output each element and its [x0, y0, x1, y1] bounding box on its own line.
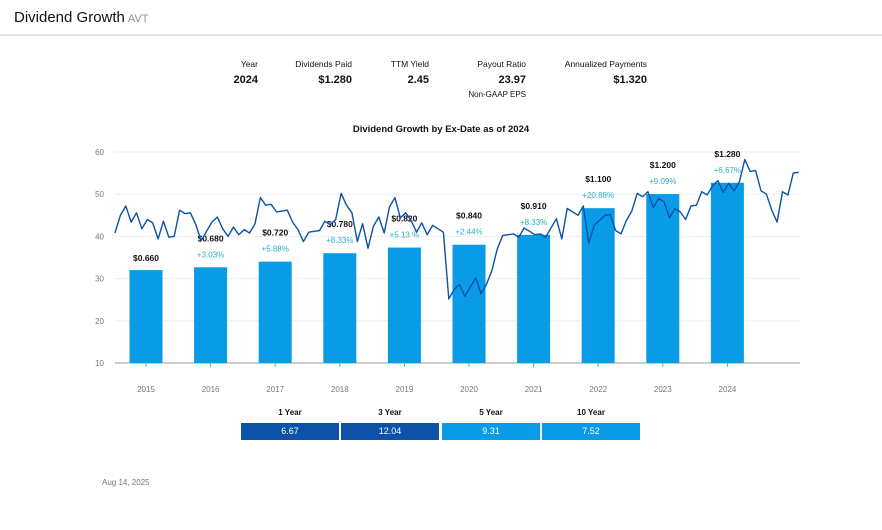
bar-growth-label: +5.13 %	[390, 231, 420, 240]
period-header-5y: 5 Year	[479, 408, 503, 417]
bar-value-label: $0.780	[327, 219, 353, 229]
bar-value-label: $0.910	[521, 201, 547, 211]
bar-growth-label: +2.44%	[455, 228, 482, 237]
y-tick-label: 10	[95, 359, 104, 368]
stat-label: Year	[240, 59, 258, 69]
y-tick-label: 50	[95, 190, 104, 199]
chart-title: Dividend Growth by Ex-Date as of 2024	[352, 124, 530, 135]
bar-growth-label: +6.67%	[714, 166, 741, 175]
stat-dividends-paid: Dividends Paid $1.280	[295, 59, 352, 86]
bar-2024	[710, 182, 744, 363]
bar-2021	[517, 234, 551, 363]
bar-value-label: $0.660	[133, 253, 159, 263]
stat-ttm-yield: TTM Yield 2.45	[391, 59, 429, 86]
x-tick-label: 2020	[460, 385, 478, 394]
stat-label: TTM Yield	[390, 59, 429, 69]
bar-value-label: $1.100	[585, 174, 611, 184]
bar-value-label: $1.280	[714, 149, 740, 159]
bar-value-label: $1.200	[650, 160, 676, 170]
x-tick-label: 2015	[137, 385, 155, 394]
bar-2018	[323, 253, 357, 363]
x-tick-label: 2022	[589, 385, 607, 394]
stat-payout-ratio: Payout Ratio 23.97 Non-GAAP EPS	[468, 59, 526, 99]
as-of-date: Aug 14, 2025	[102, 478, 150, 487]
stat-label: Payout Ratio	[477, 59, 526, 69]
y-tick-label: 60	[95, 148, 104, 157]
dividend-chart: 10 20 30 40 50 60 2015 $0.660 2016 $0.680 +3.03% 20…	[95, 148, 800, 394]
bar-2020	[452, 244, 486, 363]
period-value-10y: 7.52	[542, 423, 640, 440]
bar-growth-label: +9.09%	[649, 177, 676, 186]
stat-label: Dividends Paid	[295, 59, 352, 69]
page-title: Dividend Growth AVT	[14, 9, 148, 26]
period-header-1y: 1 Year	[278, 408, 302, 417]
x-tick-label: 2017	[266, 385, 284, 394]
bar-2017	[258, 261, 292, 363]
y-tick-label: 30	[95, 275, 104, 284]
stat-year: Year 2024	[234, 59, 258, 86]
bar-2016	[194, 267, 228, 363]
stat-label: Annualized Payments	[564, 59, 647, 69]
y-tick-label: 20	[95, 317, 104, 326]
bar-2015	[129, 270, 163, 363]
bar-growth-label: +20.88%	[582, 191, 614, 200]
bar-growth-label: +5.88%	[262, 245, 289, 254]
stat-value: 2024	[233, 74, 258, 86]
x-tick-label: 2021	[525, 385, 543, 394]
x-tick-label: 2016	[202, 385, 220, 394]
stat-annualized-payments: Annualized Payments $1.320	[565, 59, 647, 86]
ticker: AVT	[127, 13, 149, 25]
bar-value-label: $0.680	[198, 233, 224, 243]
bar-2019	[387, 247, 421, 363]
stat-value: 2.45	[407, 74, 429, 86]
bar-growth-label: +8.33%	[520, 218, 547, 227]
bar-growth-label: +8.33%	[326, 236, 353, 245]
stat-value: 23.97	[498, 74, 526, 86]
period-header-3y: 3 Year	[378, 408, 402, 417]
title-text: Dividend Growth	[14, 9, 125, 26]
period-value-5y: 9.31	[442, 423, 540, 440]
stat-sub: Non-GAAP EPS	[468, 90, 526, 99]
bar-value-label: $0.820	[391, 214, 417, 224]
x-tick-label: 2024	[719, 385, 737, 394]
x-tick-label: 2018	[331, 385, 349, 394]
y-tick-label: 40	[95, 232, 104, 241]
bar-value-label: $0.720	[262, 228, 288, 238]
stat-value: $1.280	[318, 74, 352, 86]
x-tick-label: 2023	[654, 385, 672, 394]
bar-value-label: $0.840	[456, 211, 482, 221]
page-header: Dividend Growth AVT	[0, 0, 882, 36]
period-value-3y: 12.04	[341, 423, 439, 440]
bar-growth-label: +3.03%	[197, 250, 224, 259]
bar-2023	[646, 194, 680, 363]
price-line	[114, 158, 799, 300]
period-value-1y: 6.67	[241, 423, 339, 440]
period-header-10y: 10 Year	[577, 408, 605, 417]
stat-value: $1.320	[613, 74, 647, 86]
x-tick-label: 2019	[396, 385, 414, 394]
